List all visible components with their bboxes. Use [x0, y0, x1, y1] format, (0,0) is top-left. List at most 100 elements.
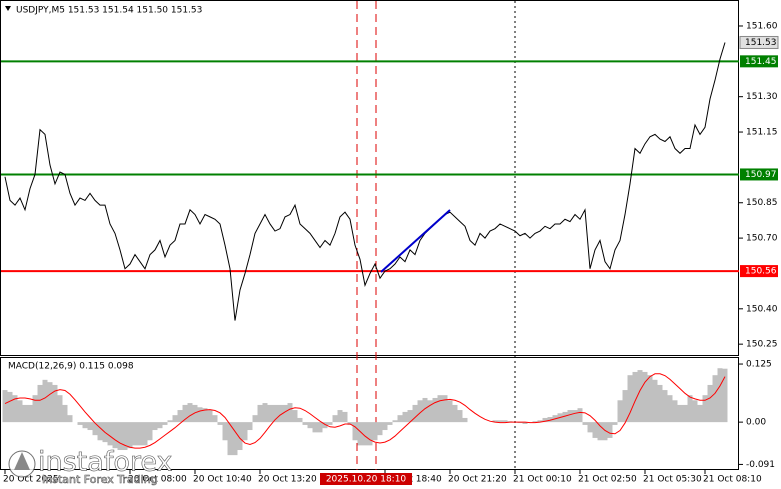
histogram-bar: [292, 410, 298, 423]
histogram-bar: [442, 395, 448, 423]
histogram-bar: [537, 420, 543, 423]
histogram-bar: [397, 415, 403, 423]
histogram-bar: [47, 382, 53, 423]
histogram-bar: [167, 420, 173, 423]
histogram-bar: [597, 422, 603, 441]
macd-title: MACD(12,26,9) 0.115 0.098: [8, 362, 134, 372]
signal-line: [4, 373, 726, 449]
histogram-bar: [272, 404, 278, 423]
histogram-bar: [37, 384, 43, 423]
histogram-bar: [372, 422, 378, 441]
histogram-bar: [547, 417, 553, 423]
y-tick-label: 150.70: [746, 234, 778, 244]
histogram-bar: [362, 422, 368, 446]
histogram-bar: [712, 375, 718, 423]
histogram-bar: [357, 422, 363, 446]
histogram-bar: [222, 422, 228, 441]
histogram-bar: [572, 410, 578, 423]
histogram-bar: [337, 410, 343, 423]
y-tick-label: 151.60: [746, 21, 778, 31]
histogram-bar: [717, 368, 723, 423]
histogram-bar: [682, 404, 688, 423]
histogram-bar: [457, 410, 463, 423]
crosshair-label: 2025.10.20 18:10: [326, 475, 407, 485]
histogram-bar: [17, 400, 23, 423]
x-tick-label: 20 Oct 10:40: [193, 475, 252, 485]
last-price-box: [739, 35, 779, 49]
histogram-bar: [672, 400, 678, 423]
histogram-bar: [437, 395, 443, 423]
histogram-bar: [632, 371, 638, 423]
histogram-bar: [127, 422, 133, 449]
chart-title: USDJPY,M5 151.53 151.54 151.50 151.53: [16, 6, 202, 16]
x-tick-label: 21 Oct 02:50: [578, 475, 637, 485]
histogram-bar: [562, 411, 568, 423]
histogram-bar: [667, 395, 673, 423]
histogram-bar: [227, 422, 233, 456]
histogram-bar: [207, 410, 213, 423]
histogram-bar: [607, 422, 613, 438]
histogram-bar: [82, 422, 88, 429]
level-label: 150.56: [745, 267, 777, 277]
price-line: [4, 42, 726, 321]
histogram-bar: [392, 420, 398, 423]
histogram-bar: [247, 422, 253, 431]
histogram-bar: [422, 397, 428, 423]
histogram-bar: [282, 404, 288, 423]
histogram-bar: [302, 422, 308, 425]
histogram-bar: [57, 395, 63, 423]
histogram-bar: [522, 422, 528, 424]
histogram-bar: [332, 415, 338, 423]
histogram-bar: [342, 411, 348, 423]
x-tick-label: 20 Oct 18:40: [383, 475, 442, 485]
histogram-bar: [637, 370, 643, 423]
histogram-bar: [177, 410, 183, 423]
histogram-bar: [157, 422, 163, 429]
histogram-bar: [132, 422, 138, 446]
histogram-bar: [652, 379, 658, 423]
x-tick-label: 21 Oct 08:10: [703, 475, 762, 485]
histogram-bar: [542, 417, 548, 423]
histogram-bar: [702, 395, 708, 423]
histogram-bar: [187, 403, 193, 423]
histogram-bar: [237, 422, 243, 451]
histogram-bar: [452, 404, 458, 423]
histogram-bar: [22, 404, 28, 423]
x-tick-label: 20 Oct 2025: [3, 475, 59, 485]
histogram-bar: [432, 397, 438, 423]
watermark-subtitle: Instant Forex Trading: [42, 473, 158, 486]
histogram-bar: [32, 395, 38, 423]
level-label: 150.97: [745, 170, 777, 180]
histogram-bar: [197, 407, 203, 423]
x-tick-label: 20 Oct 13:20: [258, 475, 317, 485]
histogram-bar: [147, 422, 153, 441]
histogram-bar: [152, 422, 158, 431]
histogram-bar: [377, 422, 383, 436]
histogram-bar: [172, 415, 178, 423]
histogram-bar: [692, 400, 698, 423]
histogram-bar: [497, 420, 503, 423]
histogram-bar: [617, 400, 623, 423]
crosshair-label-box: [320, 473, 412, 485]
histogram-bar: [387, 422, 393, 425]
histogram-bar: [317, 422, 323, 433]
histogram-bar: [42, 379, 48, 423]
histogram-bar: [427, 400, 433, 423]
histogram-bar: [277, 404, 283, 423]
histogram-bar: [722, 368, 728, 423]
histogram-bar: [252, 415, 258, 423]
histogram-bar: [382, 422, 388, 431]
histogram-bar: [587, 422, 593, 433]
histogram-bar: [162, 422, 168, 425]
level-label-box: [740, 168, 778, 181]
histogram-bar: [62, 404, 68, 423]
collapse-arrow: [5, 6, 11, 11]
histogram-bar: [327, 422, 333, 425]
histogram-bar: [707, 384, 713, 423]
histogram-bar: [242, 422, 248, 441]
x-tick-label: 20 Oct 21:20: [448, 475, 507, 485]
histogram-bar: [602, 422, 608, 441]
histogram-bar: [657, 384, 663, 423]
level-label: 151.45: [745, 57, 777, 67]
histogram-bar: [192, 404, 198, 423]
